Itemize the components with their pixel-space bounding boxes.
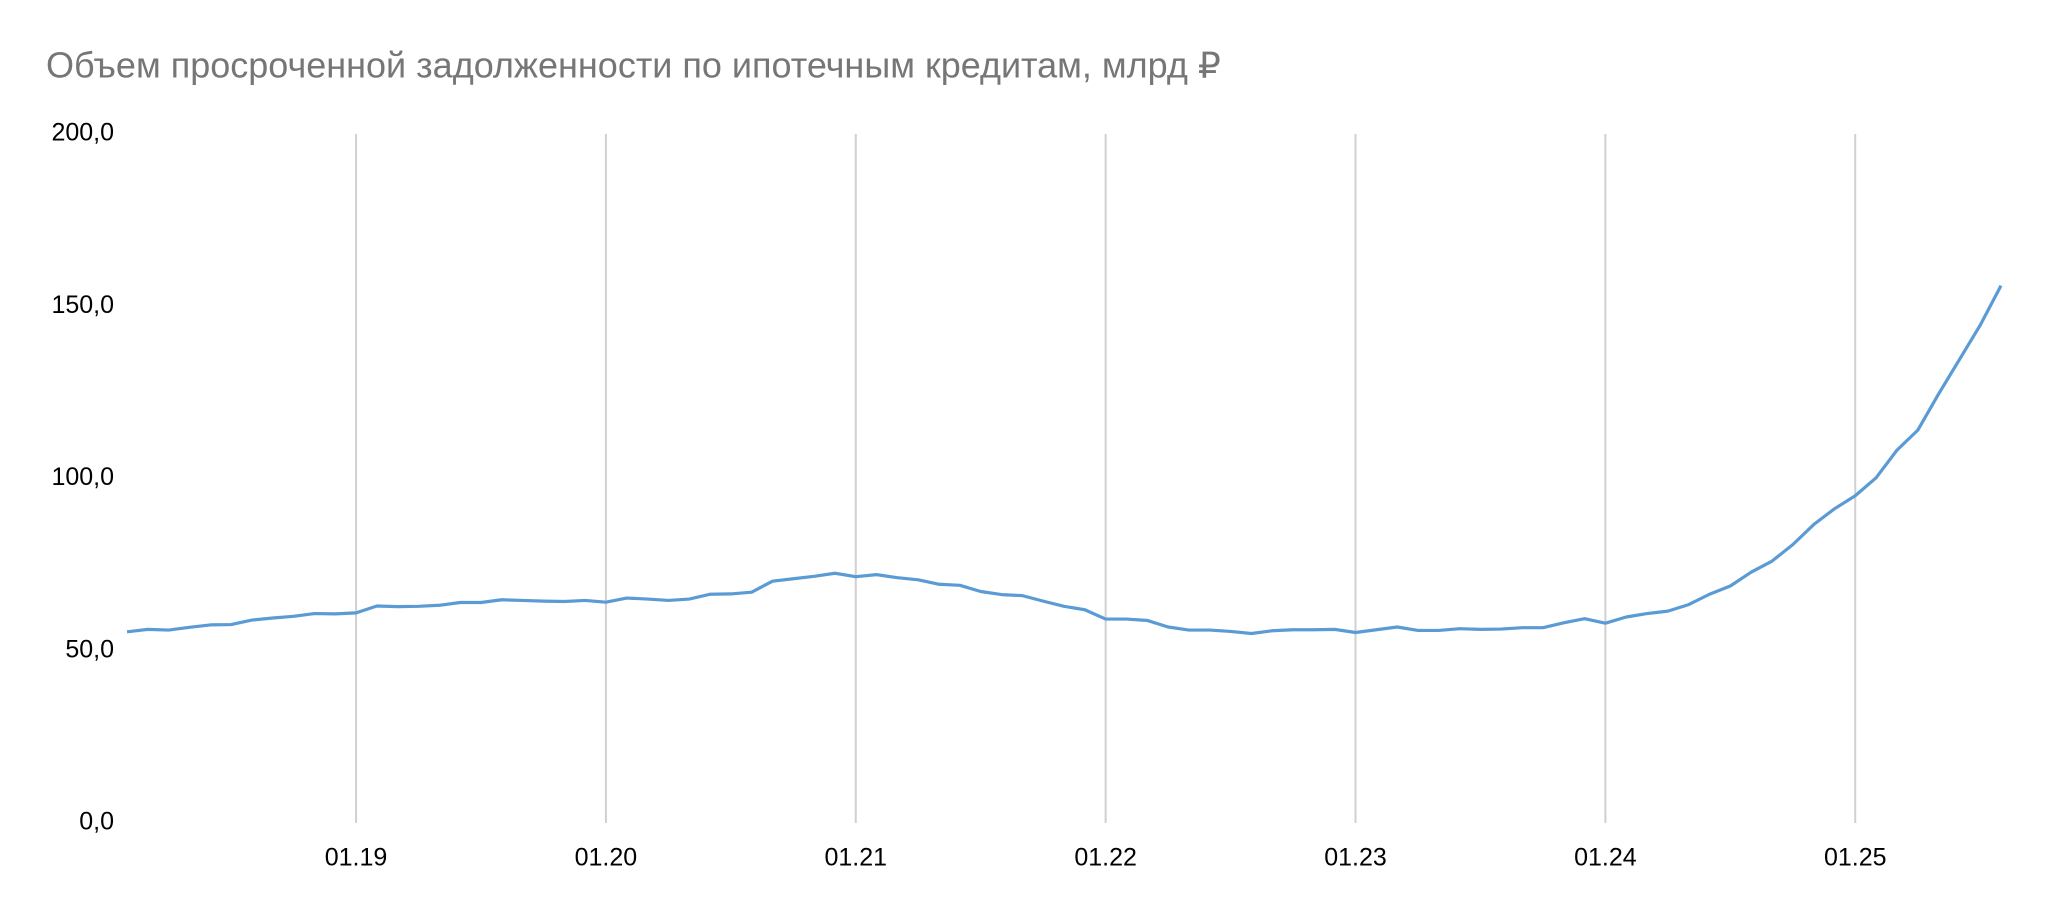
data-line (126, 284, 2003, 636)
x-tick-label: 01.25 (1824, 844, 1887, 872)
y-tick-label: 50,0 (65, 635, 114, 663)
x-tick-label: 01.23 (1324, 844, 1387, 872)
y-tick-label: 0,0 (79, 808, 114, 836)
x-tick-label: 01.22 (1074, 844, 1137, 872)
y-tick-label: 150,0 (51, 291, 114, 319)
x-tick-label: 01.24 (1574, 844, 1637, 872)
x-tick-label: 01.19 (325, 844, 388, 872)
chart-title: Объем просроченной задолженности по ипот… (46, 45, 1221, 86)
x-tick-label: 01.20 (575, 844, 638, 872)
x-tick-label: 01.21 (824, 844, 887, 872)
y-tick-label: 100,0 (51, 463, 114, 491)
y-tick-label: 200,0 (51, 119, 114, 147)
